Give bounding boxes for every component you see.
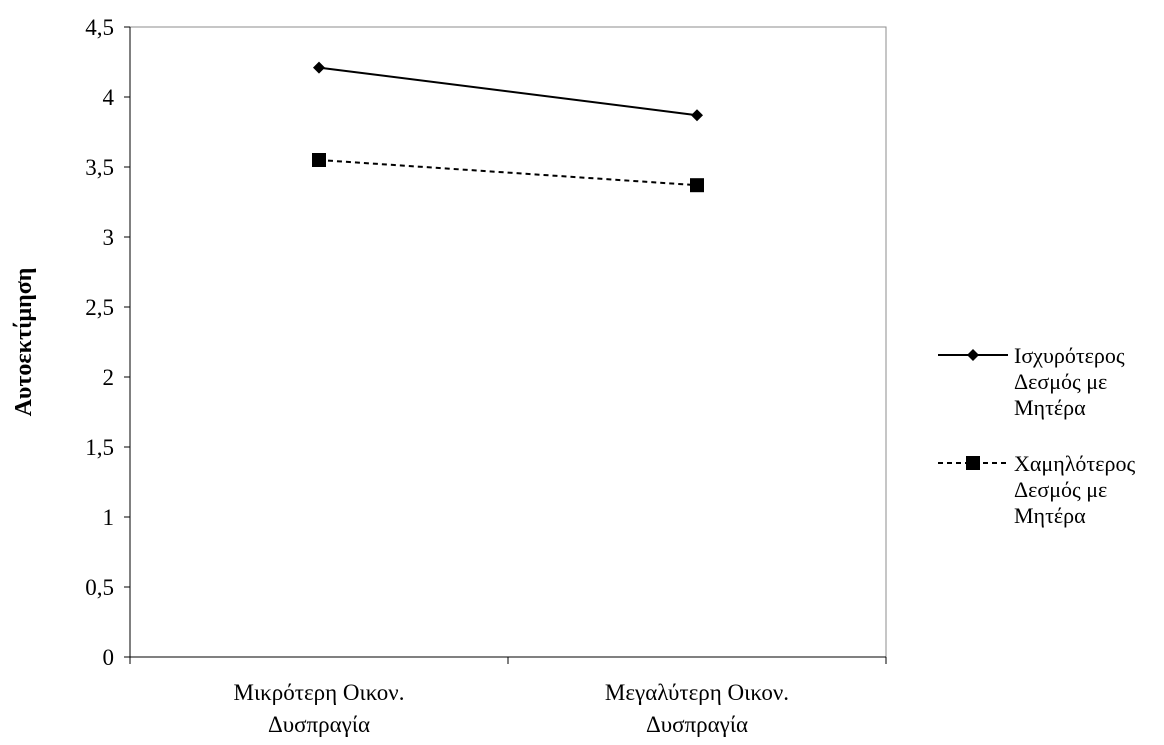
y-tick-label: 0 [103,645,115,670]
plot-area [129,26,887,658]
legend-label-line: Μητέρα [1014,503,1086,528]
y-tick-label: 4,5 [85,15,114,40]
legend-label-line: Χαμηλότερος [1014,451,1135,476]
legend-label-line: Ισχυρότερος [1014,343,1125,368]
data-point [313,61,325,74]
legend-label-1: Ισχυρότερος Δεσμός με Μητέρα [1014,343,1125,420]
x-category-label: Μεγαλύτερη Οικον. Δυσπραγία [605,680,789,737]
y-tick-label: 2 [103,365,115,390]
y-axis-label: Αυτοεκτίμηση [11,268,37,417]
series-layer [312,61,704,193]
data-point [690,178,704,193]
y-tick-label: 3 [103,225,115,250]
legend-label-line: Μητέρα [1014,395,1086,420]
y-tick-label: 4 [103,85,115,110]
series-line-2 [318,159,698,187]
data-point [691,109,703,122]
x-category-label: Μικρότερη Οικον. Δυσπραγία [234,680,405,737]
y-tick-label: 1 [103,505,115,530]
y-tick-label: 2,5 [85,295,114,320]
y-tick-label: 1,5 [85,435,114,460]
x-category-label-line: Δυσπραγία [646,712,748,737]
legend-label-line: Δεσμός με [1014,369,1107,394]
y-tick-label: 0,5 [85,575,114,600]
x-category-label-line: Δυσπραγία [268,712,370,737]
x-category-label-line: Μικρότερη Οικον. [234,680,405,705]
series-line-1 [318,66,698,117]
data-point [312,153,326,167]
y-tick-label: 3,5 [85,155,114,180]
legend-label-2: Χαμηλότερος Δεσμός με Μητέρα [1014,451,1135,528]
x-category-label-line: Μεγαλύτερη Οικον. [605,680,789,705]
legend-label-line: Δεσμός με [1014,477,1107,502]
legend-marker [967,349,979,361]
legend-marker [966,456,980,470]
y-ticks: 0 0,5 1 1,5 2 2,5 3 3,5 4 4,5 [85,15,130,670]
